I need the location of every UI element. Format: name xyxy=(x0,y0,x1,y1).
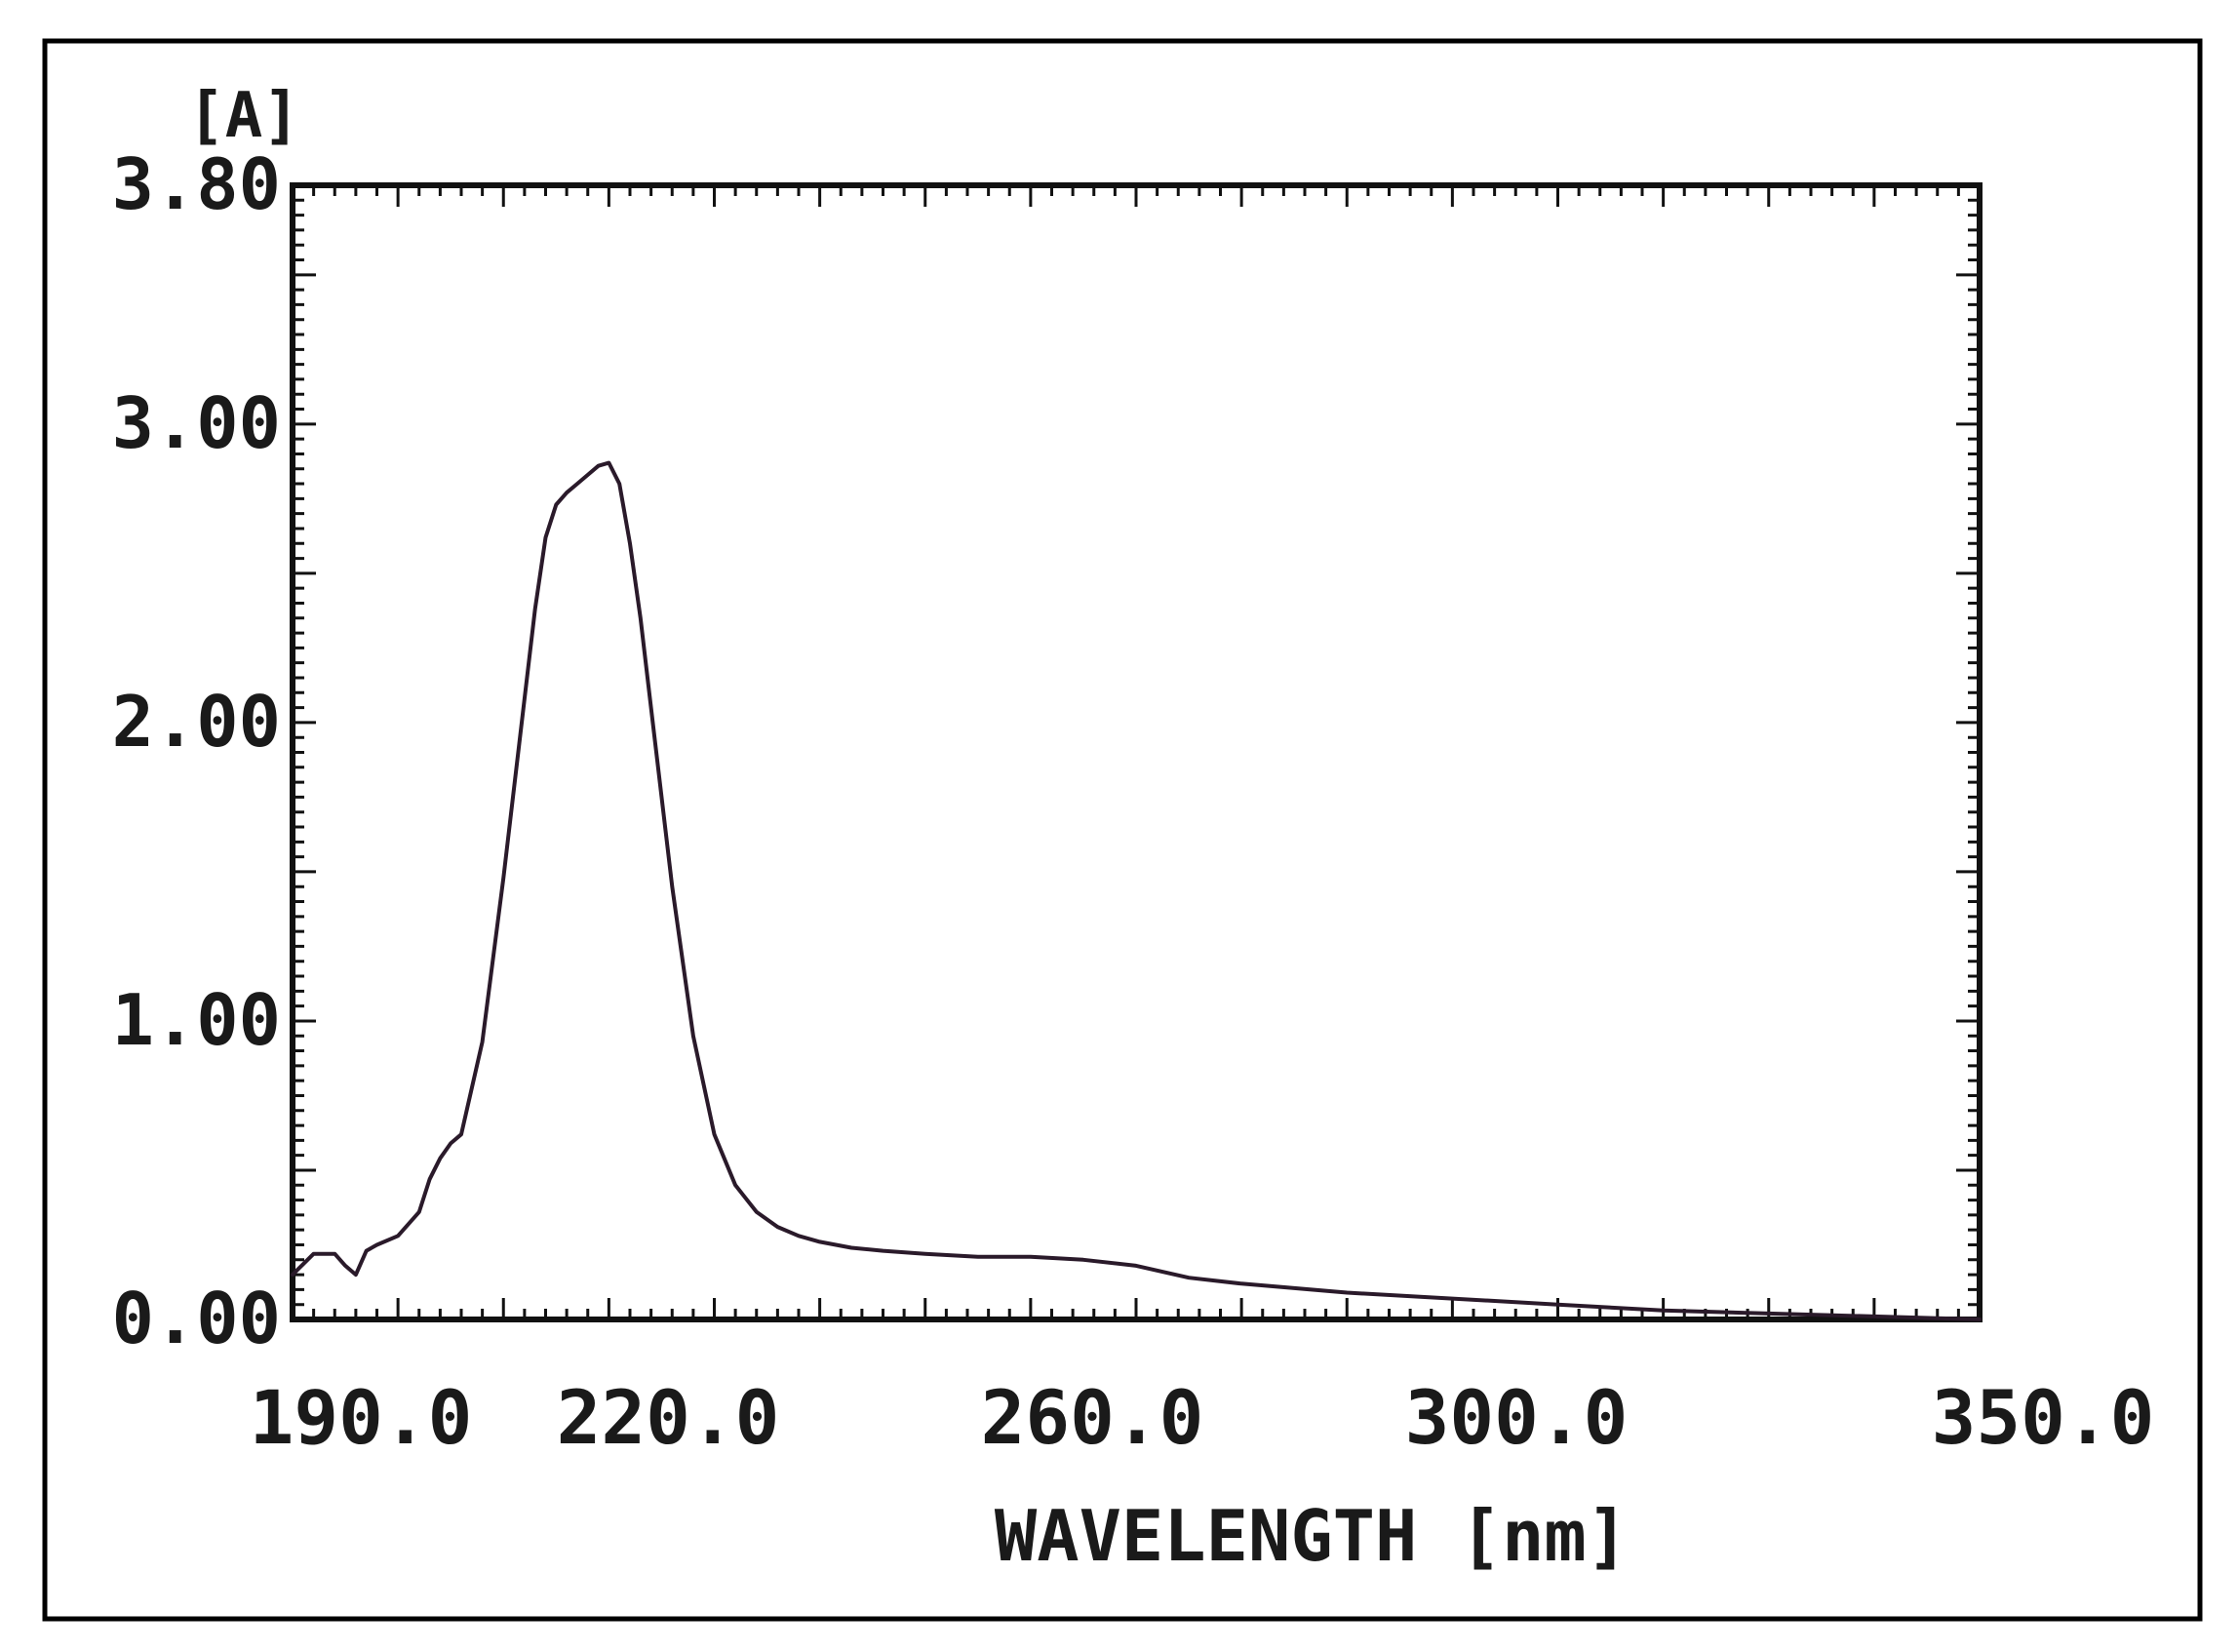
y-tick-labels: 0.00 1.00 2.00 3.00 3.80 xyxy=(112,143,281,1359)
plot-frame xyxy=(290,182,1983,1322)
outer-border xyxy=(42,38,2203,1622)
x-tick-label: 350.0 xyxy=(1932,1374,2155,1461)
minor-ticks xyxy=(291,183,1982,1321)
x-tick-label: 260.0 xyxy=(981,1374,1204,1461)
y-tick-label: 1.00 xyxy=(112,979,281,1061)
y-tick-label: 0.00 xyxy=(112,1278,281,1359)
x-tick-label: 300.0 xyxy=(1405,1374,1629,1461)
y-tick-label: 2.00 xyxy=(112,681,281,763)
x-axis-label: WAVELENGTH [nm] xyxy=(995,1495,1629,1577)
y-axis-label: [A] xyxy=(187,80,300,152)
x-tick-label: 190.0 xyxy=(250,1374,473,1461)
y-tick-label: 3.80 xyxy=(112,143,281,225)
spectrum-line xyxy=(291,460,1982,1321)
x-tick-label: 220.0 xyxy=(557,1374,780,1461)
tick-marks xyxy=(291,183,1982,1321)
x-tick-labels: 190.0 220.0 260.0 300.0 350.0 xyxy=(250,1374,2155,1461)
y-tick-label: 3.00 xyxy=(112,382,281,464)
